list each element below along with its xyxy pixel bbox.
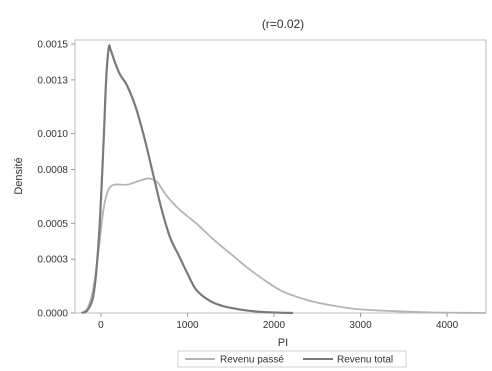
- series-line-revenu-total: [81, 44, 294, 315]
- y-tick-label: 0.0010: [37, 129, 68, 140]
- y-axis-label: Densité: [13, 157, 25, 194]
- y-axis-ticks: 0.0000 0.0003 0.0005 0.0008 0.0010 0.0013 0.00…: [37, 40, 75, 320]
- y-tick-label: 0.0005: [37, 219, 68, 230]
- x-axis-label: PI: [278, 337, 288, 349]
- legend-box: [177, 350, 407, 368]
- series-line-revenu-passe: [80, 177, 487, 314]
- y-tick-label: 0.0000: [37, 309, 68, 320]
- x-tick-label: 3000: [349, 320, 372, 331]
- legend-label-revenu-passe: Revenu passé: [220, 355, 284, 366]
- y-tick-label: 0.0008: [37, 165, 68, 176]
- y-tick-label: 0.0015: [37, 40, 68, 51]
- legend-label-revenu-total: Revenu total: [337, 355, 393, 366]
- x-tick-label: 0: [98, 320, 104, 331]
- x-tick-label: 2000: [263, 320, 286, 331]
- chart-title: (r=0.02): [262, 17, 304, 31]
- y-tick-label: 0.0013: [37, 75, 68, 86]
- x-axis-ticks: 0 1000 2000 3000 4000: [98, 313, 459, 331]
- y-tick-label: 0.0003: [37, 255, 68, 266]
- plot-frame: [74, 39, 487, 314]
- legend: Revenu passé Revenu total: [177, 350, 407, 368]
- x-tick-label: 1000: [176, 320, 199, 331]
- series-layer: [80, 44, 487, 315]
- x-tick-label: 4000: [436, 320, 459, 331]
